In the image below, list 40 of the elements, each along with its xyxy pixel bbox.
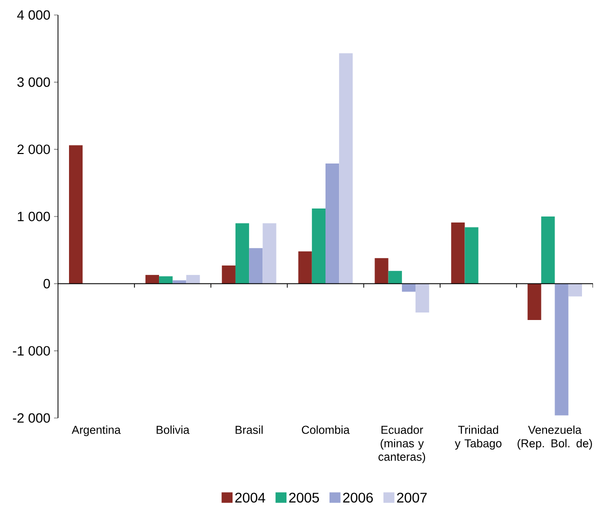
legend-label: 2006 [343,492,373,503]
x-tick-label: Venezuela (Rep. Bol. de) [518,426,592,450]
x-tick-label: Trinidad y Tabago [454,426,502,450]
bar [568,284,582,296]
x-tick-label: Argentina [72,426,121,436]
bar [464,227,478,284]
bar [388,270,402,284]
legend-label: 2004 [235,492,266,503]
y-tick-label: -1 000 [12,346,50,356]
bar [402,284,416,292]
bar [69,145,83,284]
x-tick-label: Ecuador (minas y canteras) [378,426,426,464]
bar [541,216,555,284]
bar [186,274,200,284]
bar [554,284,568,416]
bar [262,223,276,284]
bar [312,208,326,284]
x-tick-label: Bolivia [156,426,190,434]
bar [374,258,388,284]
bar [339,53,353,284]
y-tick-label: 0 [44,278,50,288]
bar [326,163,340,284]
x-tick-label: Brasil [236,426,263,434]
y-tick-label: 1 000 [18,212,50,222]
x-tick-label: Colombia [302,426,350,434]
bar [235,223,250,284]
bar [451,222,465,284]
y-tick-label: 2 000 [18,144,50,154]
bar [222,266,236,284]
bar [249,248,263,284]
legend-label: 2005 [289,492,319,503]
y-tick-label: 3 000 [17,77,50,87]
bar [528,284,542,320]
bar [298,251,312,284]
bar [145,274,160,284]
bar [416,284,430,313]
legend-label: 2007 [397,492,427,503]
bar [159,276,173,284]
y-tick-label: -2 000 [12,413,50,423]
y-tick-label: 4 000 [17,10,50,20]
